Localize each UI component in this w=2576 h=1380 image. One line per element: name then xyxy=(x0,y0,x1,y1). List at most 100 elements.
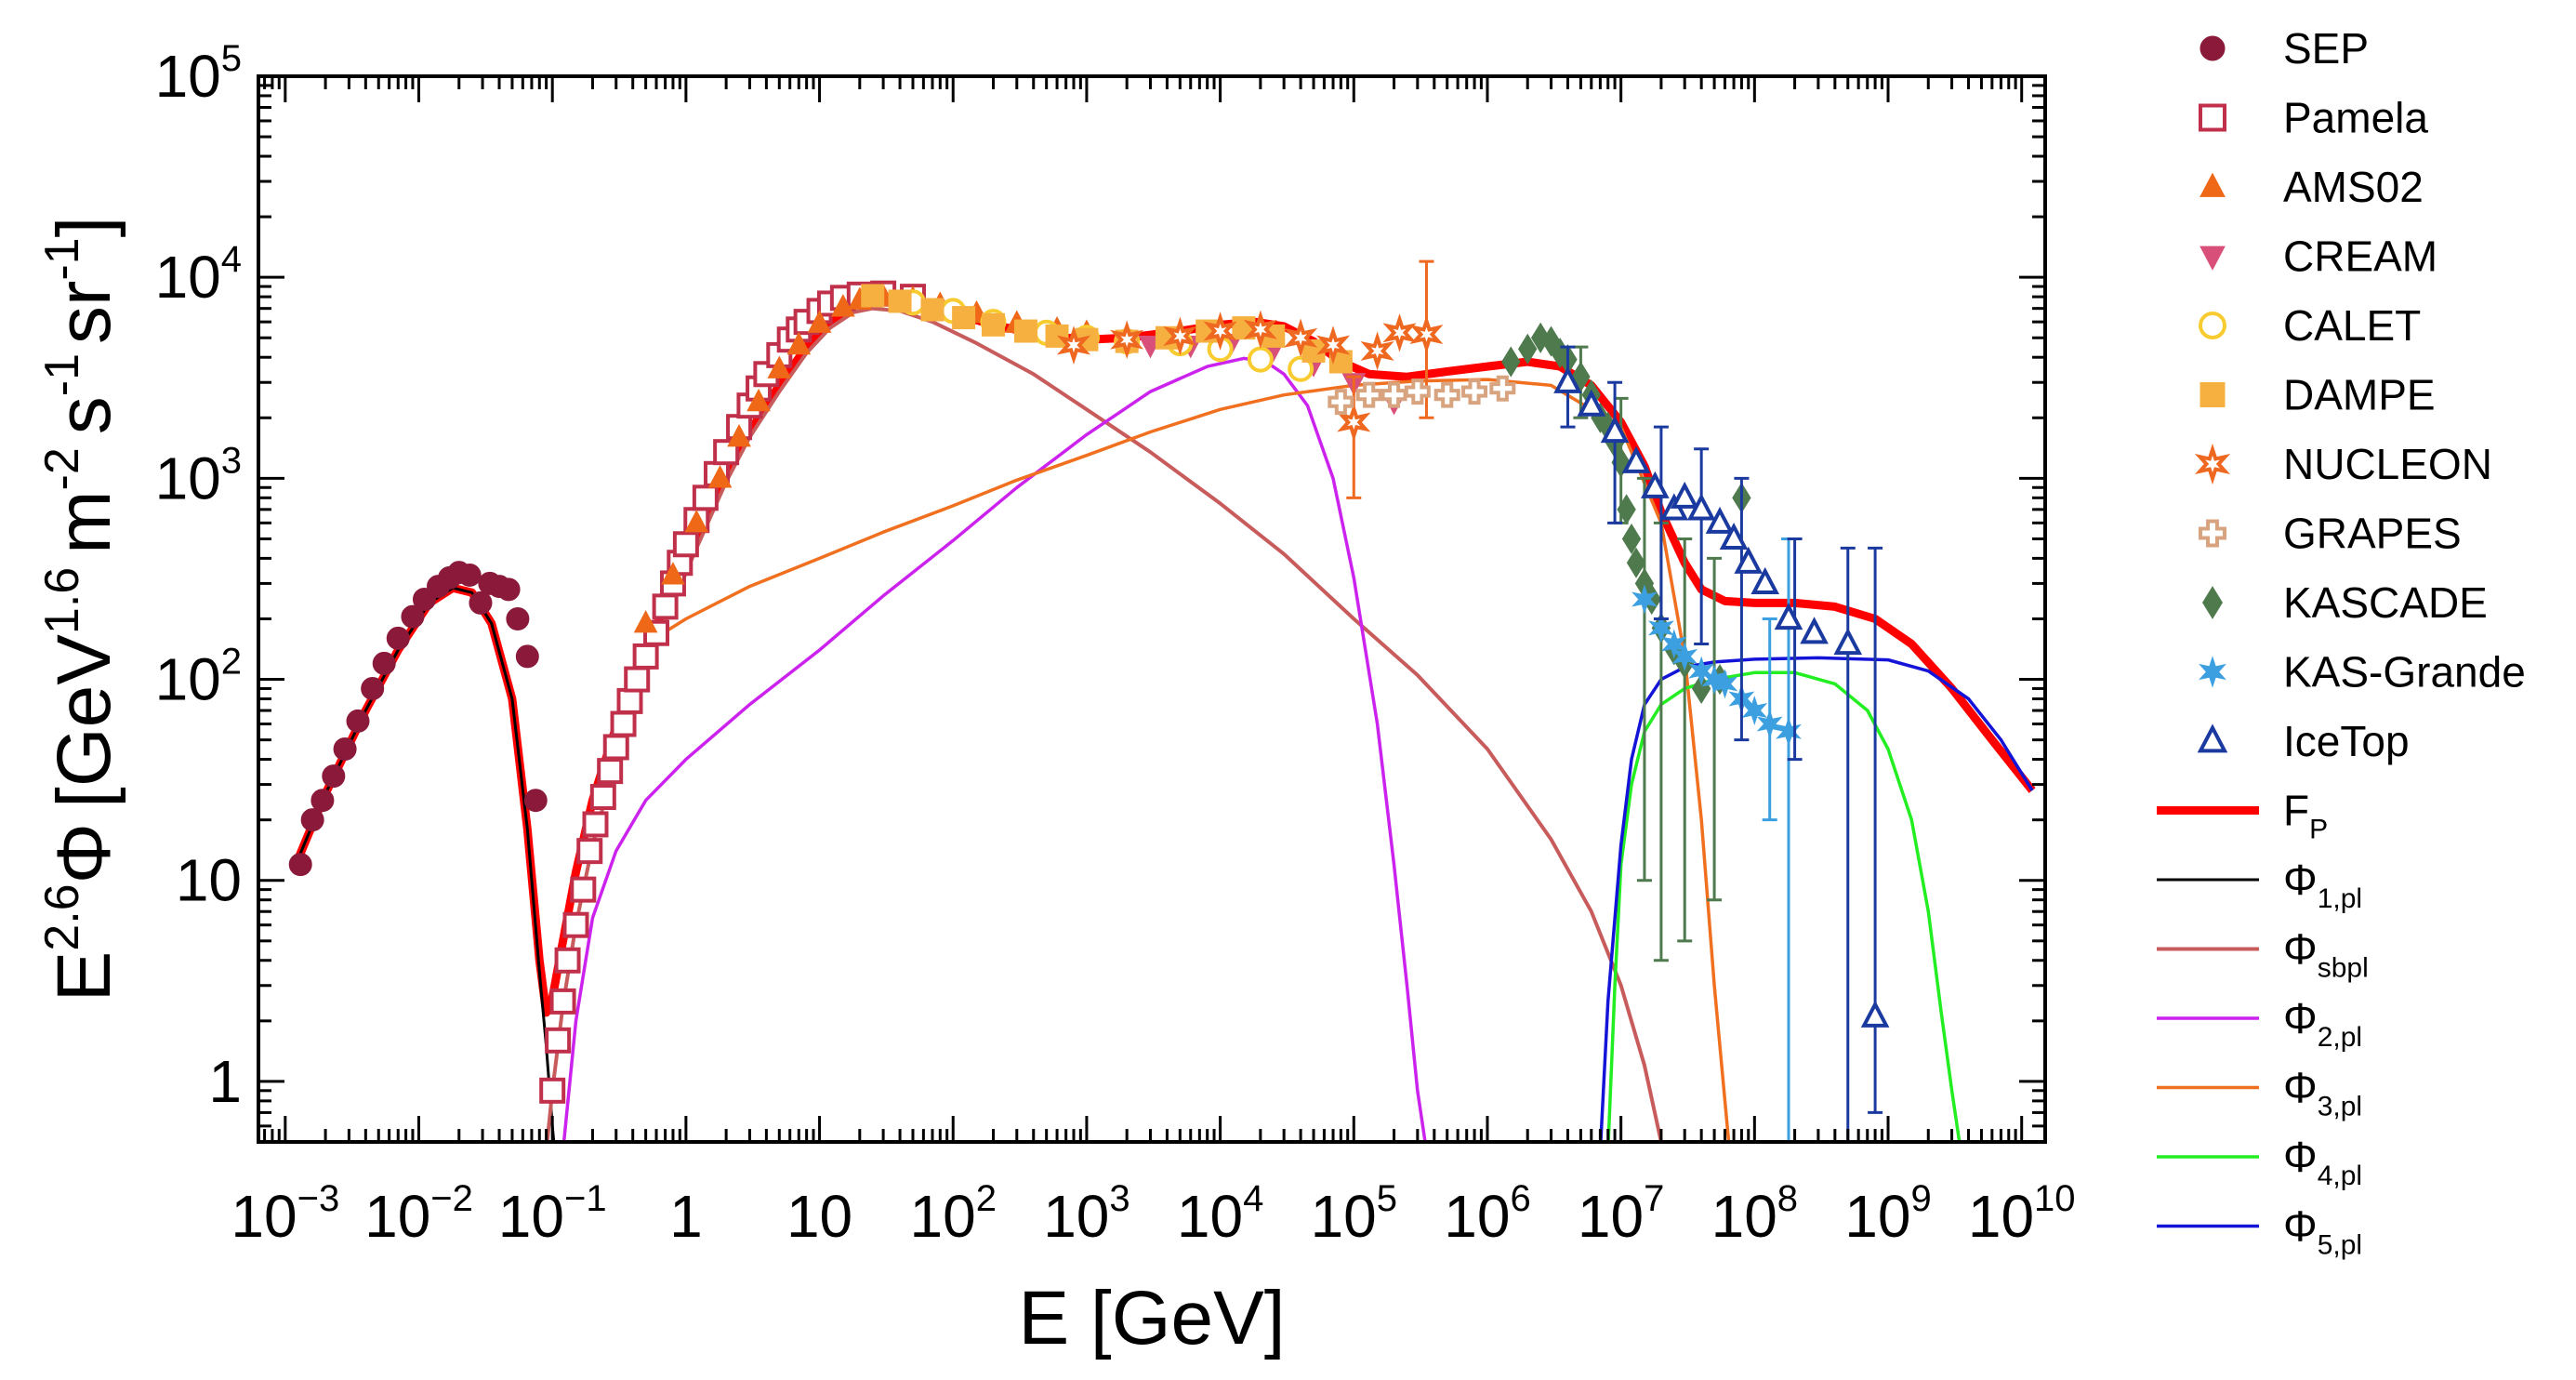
ams02-point xyxy=(727,423,751,447)
legend-marker-calet xyxy=(2199,312,2226,339)
kascade-point xyxy=(1617,494,1636,525)
sep-point xyxy=(469,590,493,615)
pamela-point xyxy=(632,643,659,670)
dampe-point xyxy=(920,298,945,322)
kascade-point xyxy=(1530,322,1551,353)
legend-marker-dampe xyxy=(2200,382,2226,407)
x-tick-label: 108 xyxy=(1711,1178,1798,1250)
icetop-point xyxy=(1577,389,1606,417)
pamela-point xyxy=(554,947,581,974)
x-tick-label: 107 xyxy=(1578,1178,1664,1250)
kascade-point xyxy=(1518,333,1538,365)
pamela-point xyxy=(692,484,719,511)
legend-label-2-pl: Φ2,pl xyxy=(2283,994,2362,1053)
nucleon-point xyxy=(1316,325,1351,365)
ams02-point xyxy=(807,310,832,333)
legend-label-p: FP xyxy=(2283,787,2328,845)
pamela-point xyxy=(549,988,576,1015)
icetop-point xyxy=(1670,481,1699,509)
legend: SEP Pamela AMS02 CREAM CALET DAMPE NUCLEON GRAP… xyxy=(2157,24,2526,1261)
sep-point xyxy=(333,737,357,762)
dampe-point xyxy=(981,312,1005,337)
kas-grande-point xyxy=(1661,629,1687,659)
ams02-point xyxy=(767,355,792,378)
legend-label-kascade: KASCADE xyxy=(2283,578,2488,627)
pamela-point xyxy=(624,666,651,693)
nucleon-point xyxy=(1056,325,1091,365)
kas-grande-point xyxy=(1671,641,1698,671)
icetop-point xyxy=(1860,1000,1890,1028)
legend-label-calet: CALET xyxy=(2283,301,2421,350)
ams02-point xyxy=(831,294,855,317)
x-tick-label: 10 xyxy=(786,1183,852,1250)
y-tick-label: 103 xyxy=(155,440,242,511)
nucleon-point xyxy=(1337,403,1371,442)
x-tick-label: 10−1 xyxy=(498,1178,607,1250)
nucleon-point xyxy=(1163,316,1197,356)
icetop-point xyxy=(1621,445,1651,473)
x-tick-label: 109 xyxy=(1844,1178,1931,1250)
legend-label-ams02: AMS02 xyxy=(2283,163,2424,211)
grapes-point xyxy=(1404,378,1431,405)
legend-marker-pamela xyxy=(2199,103,2226,132)
dampe-point xyxy=(888,289,912,313)
legend-label-sbpl: Φsbpl xyxy=(2283,925,2369,984)
calet-point xyxy=(1247,346,1274,373)
dampe-point xyxy=(1013,319,1037,343)
sep-point xyxy=(361,676,385,700)
legend-label-3-pl: Φ3,pl xyxy=(2283,1064,2362,1122)
pamela-point xyxy=(545,1027,572,1054)
pamela-point xyxy=(597,758,624,785)
icetop-point xyxy=(1705,506,1735,534)
legend-label-pamela: Pamela xyxy=(2283,94,2428,142)
icetop-point xyxy=(1686,493,1716,521)
sep-point xyxy=(506,606,530,630)
pamela-point xyxy=(616,687,643,714)
pamela-point xyxy=(539,1077,566,1104)
sep-point xyxy=(310,789,335,813)
legend-label-icetop: IceTop xyxy=(2283,717,2410,765)
nucleon-point xyxy=(1110,320,1144,360)
pamela-point xyxy=(602,734,629,761)
sep-point xyxy=(496,577,521,602)
kascade-point xyxy=(1626,547,1646,578)
curve-phi-2-pl xyxy=(561,356,1427,1142)
sep-point xyxy=(523,789,548,813)
kas-grande-point xyxy=(1711,669,1738,699)
ams02-point xyxy=(746,388,771,412)
grapes-point xyxy=(1461,378,1488,405)
sep-point xyxy=(457,563,482,587)
legend-marker-ams02 xyxy=(2200,172,2226,197)
pamela-point xyxy=(582,811,609,838)
icetop-point xyxy=(1800,617,1829,644)
ams02-point xyxy=(786,331,812,355)
pamela-point xyxy=(570,876,597,903)
icetop-point xyxy=(1553,365,1582,393)
pamela-point xyxy=(576,838,603,865)
y-tick-label: 102 xyxy=(155,642,242,713)
dampe-point xyxy=(861,284,885,308)
icetop-point xyxy=(1833,627,1863,656)
grapes-point xyxy=(1328,389,1354,416)
curve-f-p xyxy=(292,292,2036,1017)
legend-label-5-pl: Φ5,pl xyxy=(2283,1202,2362,1261)
x-tick-label: 106 xyxy=(1444,1178,1530,1250)
sep-point xyxy=(386,626,410,650)
kas-grande-point xyxy=(1776,716,1802,747)
legend-marker-kascade xyxy=(2202,586,2223,619)
legend-marker-cream xyxy=(2200,245,2226,271)
sep-point xyxy=(300,808,324,832)
pamela-point xyxy=(610,710,637,737)
sep-point xyxy=(288,853,312,877)
legend-marker-grapes xyxy=(2199,519,2226,548)
grapes-point xyxy=(1489,375,1516,402)
kas-grande-point xyxy=(1647,613,1674,644)
sep-point xyxy=(346,709,370,733)
pamela-point xyxy=(672,531,699,558)
icetop-point xyxy=(1719,522,1749,551)
curve-phi-3-pl xyxy=(644,378,1731,1142)
icetop-point xyxy=(1750,566,1780,595)
pamela-point xyxy=(562,911,589,938)
grapes-point xyxy=(1355,381,1382,408)
